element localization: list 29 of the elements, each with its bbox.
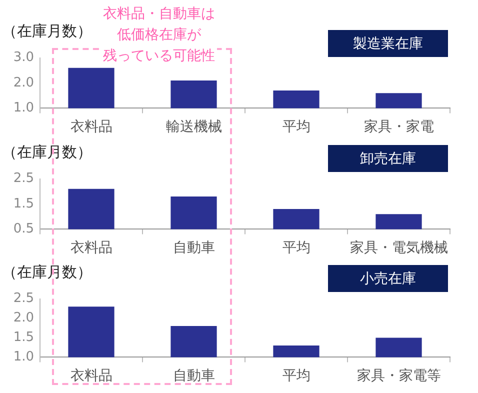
chart-title: 製造業在庫 <box>328 30 448 57</box>
y-axis-title: （在庫月数） <box>2 22 92 41</box>
y-tick-label: 1.5 <box>13 196 34 212</box>
x-tick-label: 衣料品 <box>70 240 112 256</box>
x-tick-label: 自動車 <box>172 368 215 384</box>
x-tick-label: 自動車 <box>172 240 215 256</box>
text: 低価格在庫が <box>115 26 203 45</box>
x-tick-label: 平均 <box>282 368 310 384</box>
annotation: 残っている可能性 <box>101 47 217 66</box>
y-tick-label: 1.0 <box>13 100 34 116</box>
y-tick-label: 0.5 <box>13 222 34 237</box>
x-tick-label: 衣料品 <box>70 368 112 384</box>
x-tick-label: 平均 <box>282 240 310 256</box>
x-tick-label: 家具・家電等 <box>356 368 441 384</box>
y-tick-label: 3.0 <box>13 50 34 66</box>
text: 衣料品・自動車は <box>101 5 217 24</box>
y-tick-label: 2.5 <box>13 171 34 186</box>
x-tick-label: 輸送機械 <box>166 119 222 136</box>
x-tick-label: 家具・家電 <box>364 119 434 136</box>
chart-title: 卸売在庫 <box>328 145 448 172</box>
y-tick-label: 2.0 <box>13 310 34 326</box>
y-tick-label: 2.5 <box>13 291 34 306</box>
chart-title: 小売在庫 <box>328 265 448 292</box>
x-tick-label: 平均 <box>282 119 310 136</box>
y-tick-label: 1.0 <box>13 350 34 365</box>
x-tick-label: 家具・電気機械 <box>350 240 448 256</box>
x-tick-label: 衣料品 <box>70 119 112 136</box>
y-tick-label: 2.0 <box>13 75 34 90</box>
y-tick-label: 1.5 <box>13 330 34 346</box>
